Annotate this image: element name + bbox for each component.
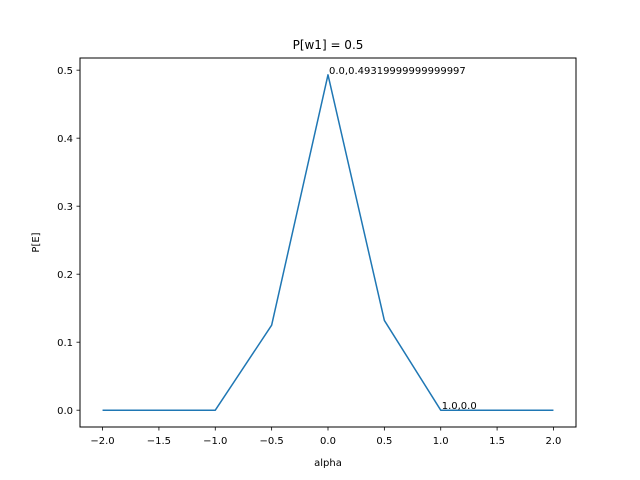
y-tick-label: 0.1 — [57, 338, 73, 349]
x-tick-label: 0.0 — [320, 436, 336, 447]
y-tick-label: 0.0 — [57, 406, 73, 417]
plot-area — [102, 74, 554, 411]
y-tick-label: 0.3 — [57, 202, 73, 213]
x-tick-label: 1.5 — [489, 436, 505, 447]
x-axis-label: alpha — [314, 458, 342, 469]
x-tick-label: −1.5 — [147, 436, 171, 447]
y-tick-label: 0.4 — [57, 134, 73, 145]
x-tick-label: −1.0 — [203, 436, 227, 447]
x-axis: −2.0 −1.5 −1.0 −0.5 0.0 0.5 1.0 1.5 2.0 — [90, 427, 561, 447]
x-tick-label: 1.0 — [433, 436, 449, 447]
annotations: 0.0,0.49319999999999997 1.0,0.0 — [329, 66, 477, 412]
y-tick-label: 0.5 — [57, 66, 73, 77]
chart-title: P[w1] = 0.5 — [293, 38, 364, 52]
x-tick-label: −2.0 — [90, 436, 114, 447]
x-tick-label: −0.5 — [259, 436, 283, 447]
data-annotation: 0.0,0.49319999999999997 — [329, 66, 466, 77]
y-axis: 0.0 0.1 0.2 0.3 0.4 0.5 — [57, 66, 80, 417]
x-tick-label: 0.5 — [376, 436, 392, 447]
y-tick-label: 0.2 — [57, 270, 73, 281]
data-annotation: 1.0,0.0 — [442, 401, 477, 412]
y-axis-label: P[E] — [31, 232, 42, 252]
series-line-0 — [102, 74, 554, 411]
x-tick-label: 2.0 — [546, 436, 562, 447]
